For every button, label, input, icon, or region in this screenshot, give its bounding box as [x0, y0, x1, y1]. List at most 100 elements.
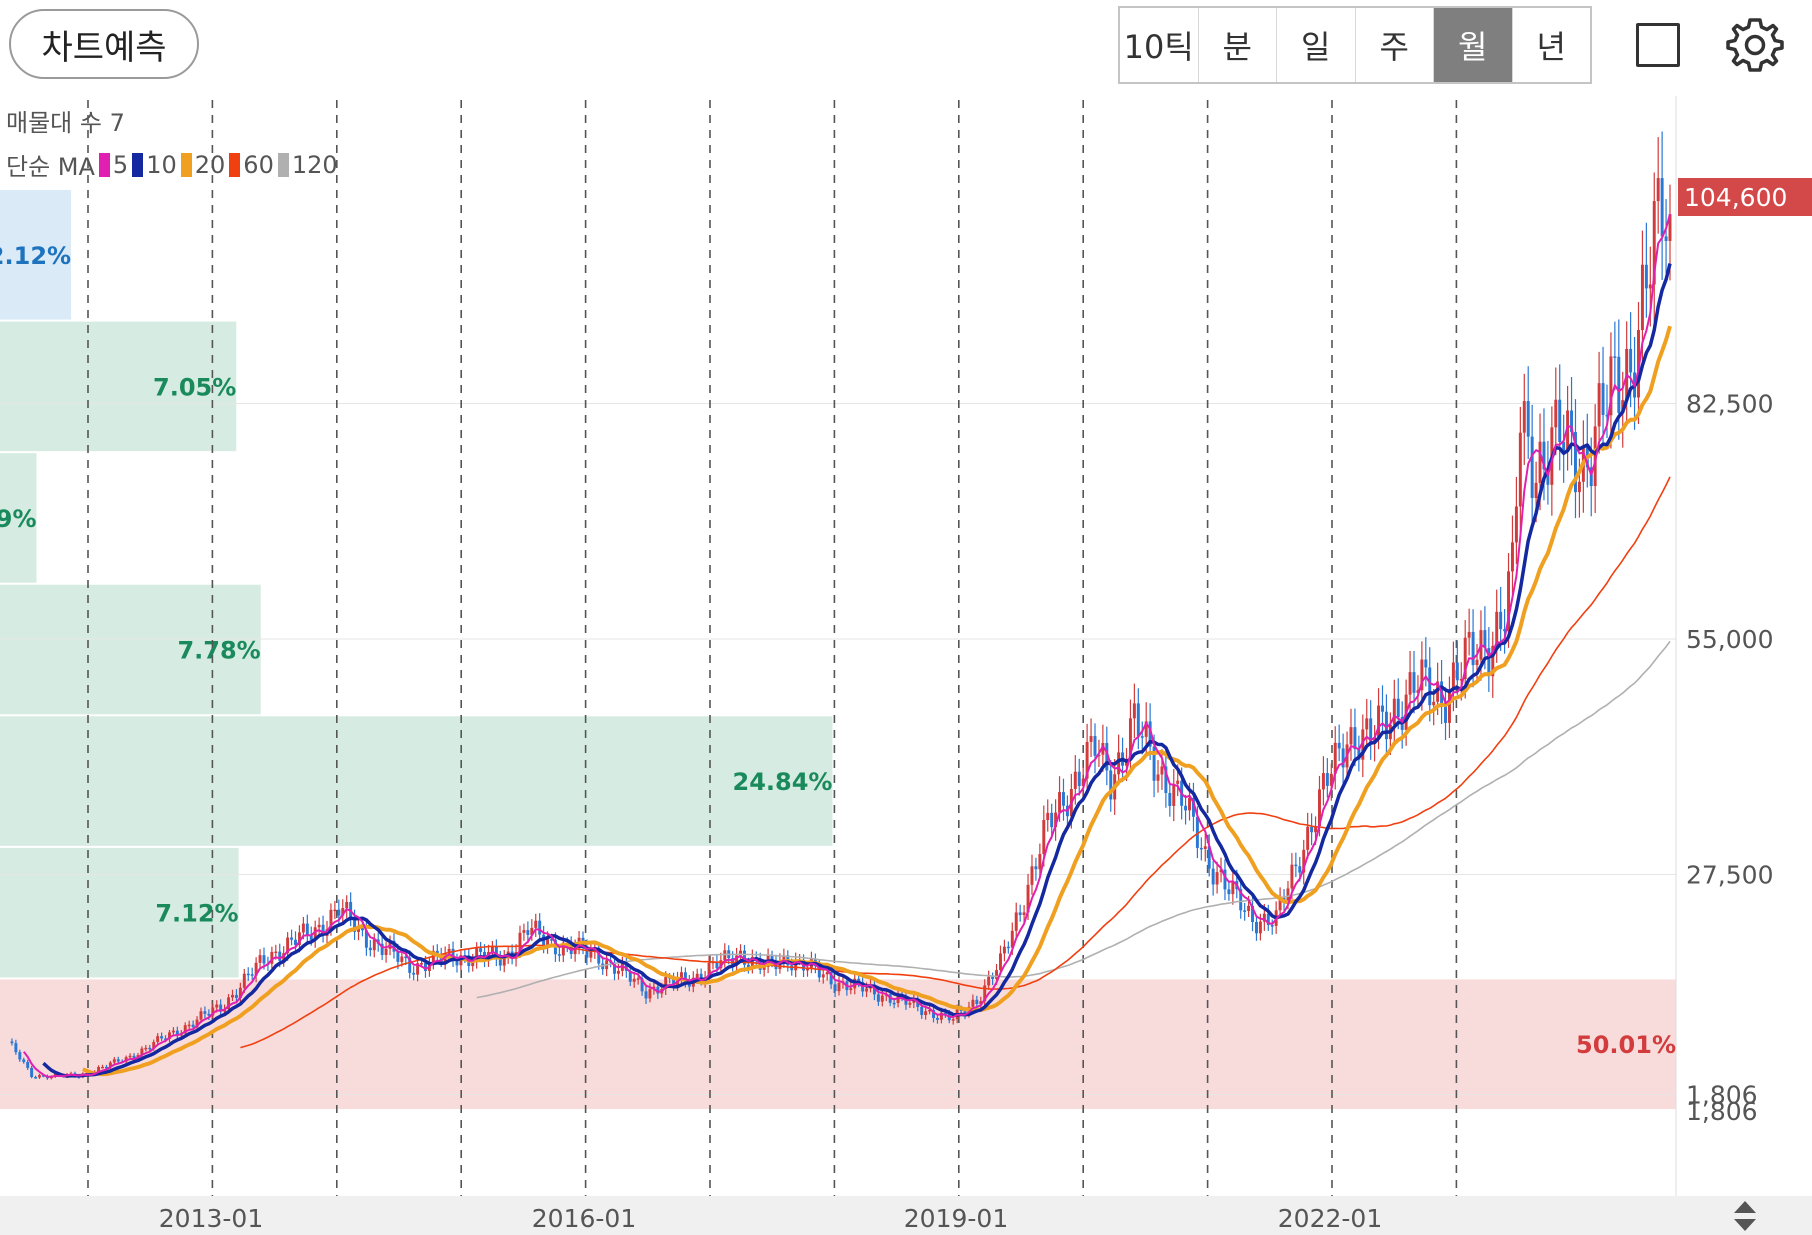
candle-body [1278, 897, 1282, 911]
volume-profile-layer: 2.12% 7.05% 1.09% 7.78% 24.84% 7.12% 50.01% [0, 190, 1676, 1109]
timeframe-year-button[interactable]: 년 [1536, 28, 1566, 66]
candle-body [526, 930, 530, 935]
candle-body [1266, 913, 1270, 926]
volume-profile-label: 7.12% [155, 900, 238, 928]
candle-body [1408, 672, 1412, 695]
square-icon[interactable] [1636, 23, 1680, 67]
candle-body [998, 953, 1002, 971]
candle-body [597, 949, 601, 964]
candle-body [203, 1011, 207, 1014]
candle-body [1002, 946, 1006, 954]
candle-body [270, 951, 274, 964]
ma10-period: 10 [146, 150, 177, 179]
ma5-period: 5 [112, 150, 129, 179]
candle-body [1046, 812, 1050, 820]
candle-body [1444, 704, 1447, 723]
candle-body [1648, 284, 1652, 289]
candle-body [1384, 711, 1388, 740]
candle-body [1554, 399, 1558, 428]
candle-body [364, 930, 368, 948]
candle-body [1010, 930, 1014, 948]
candle-body [632, 978, 636, 982]
candle-body [719, 960, 723, 969]
candle-body [471, 961, 475, 967]
candle-body [1325, 773, 1329, 786]
candle-body [679, 972, 683, 979]
candle-body [1467, 631, 1471, 638]
ma20-line [82, 325, 1672, 1077]
candle-body [880, 995, 884, 1002]
y-axis-tick-label: 55,000 [1686, 625, 1773, 654]
timeframe-minute-button[interactable]: 분 [1199, 8, 1277, 82]
candle-body [1329, 773, 1333, 786]
axis-scroll-handle-icon[interactable] [1730, 1198, 1760, 1234]
candle-body [148, 1047, 152, 1050]
y-axis-tick-label: 82,500 [1686, 390, 1773, 419]
candle-body [1601, 383, 1605, 415]
candle-body [1424, 659, 1428, 668]
candle-body [1219, 869, 1223, 873]
candle-body [431, 950, 435, 964]
candle-body [1416, 690, 1420, 693]
timeframe-day-button[interactable]: 일 [1277, 8, 1356, 82]
candle-body [1251, 905, 1255, 922]
candle-body [195, 1019, 199, 1028]
candle-body [1254, 921, 1258, 934]
candle-body [97, 1067, 101, 1072]
candle-body [1412, 672, 1416, 693]
candle-body [34, 1076, 38, 1079]
candle-body [317, 924, 321, 928]
candle-body [455, 961, 459, 966]
candle-body [1392, 698, 1396, 725]
volume-profile-band [0, 716, 833, 846]
candle-body [175, 1030, 179, 1036]
candle-body [1077, 771, 1081, 786]
candle-body [1089, 736, 1093, 742]
candle-body [1613, 356, 1617, 358]
ma10-swatch [132, 152, 144, 177]
candle-body [1022, 912, 1026, 916]
candle-body [1432, 701, 1436, 706]
candle-body [1377, 705, 1381, 738]
timeframe-week-button[interactable]: 주 [1356, 8, 1434, 82]
candle-body [935, 1017, 939, 1020]
moving-average-layer [23, 213, 1672, 1078]
candle-body [1617, 356, 1621, 413]
candle-body [1428, 667, 1432, 706]
candle-body [1510, 542, 1514, 572]
current-price-tag [1678, 178, 1812, 216]
candle-body [1471, 631, 1475, 666]
toolbar: 차트예측 10틱 분 일 주 월 년 [0, 0, 1812, 96]
candle-body [656, 986, 660, 994]
candle-body [932, 1009, 935, 1018]
candle-body [258, 955, 262, 963]
candle-body [1038, 854, 1042, 870]
volume-profile-label: 1.09% [0, 505, 37, 533]
candle-body [1294, 864, 1298, 867]
timeframe-month-button[interactable]: 월 [1434, 8, 1513, 82]
ma-legend-label: 단순 MA [6, 153, 95, 181]
candle-body [1195, 816, 1199, 848]
candle-body [392, 940, 396, 952]
ma10-line [42, 263, 1672, 1078]
candle-body [1357, 749, 1361, 760]
candle-body [518, 932, 522, 953]
x-axis-tick-label: 2016-01 [532, 1204, 636, 1233]
candle-body [116, 1059, 120, 1062]
chart-predict-button[interactable]: 차트예측 [9, 9, 199, 79]
candle-body [1558, 399, 1562, 443]
candle-body [1199, 847, 1203, 850]
candle-body [1184, 805, 1188, 811]
ma60-swatch [229, 152, 241, 177]
candle-body [262, 955, 266, 964]
candle-body [876, 994, 880, 1002]
timeframe-10tick-button[interactable]: 10틱 [1120, 8, 1199, 82]
candle-body [152, 1042, 156, 1049]
candle-body [770, 955, 774, 962]
volume-profile-band [0, 453, 37, 583]
gear-icon[interactable] [1726, 16, 1784, 74]
candle-body [1341, 748, 1345, 768]
candle-body [254, 962, 258, 976]
candle-body [30, 1067, 34, 1077]
